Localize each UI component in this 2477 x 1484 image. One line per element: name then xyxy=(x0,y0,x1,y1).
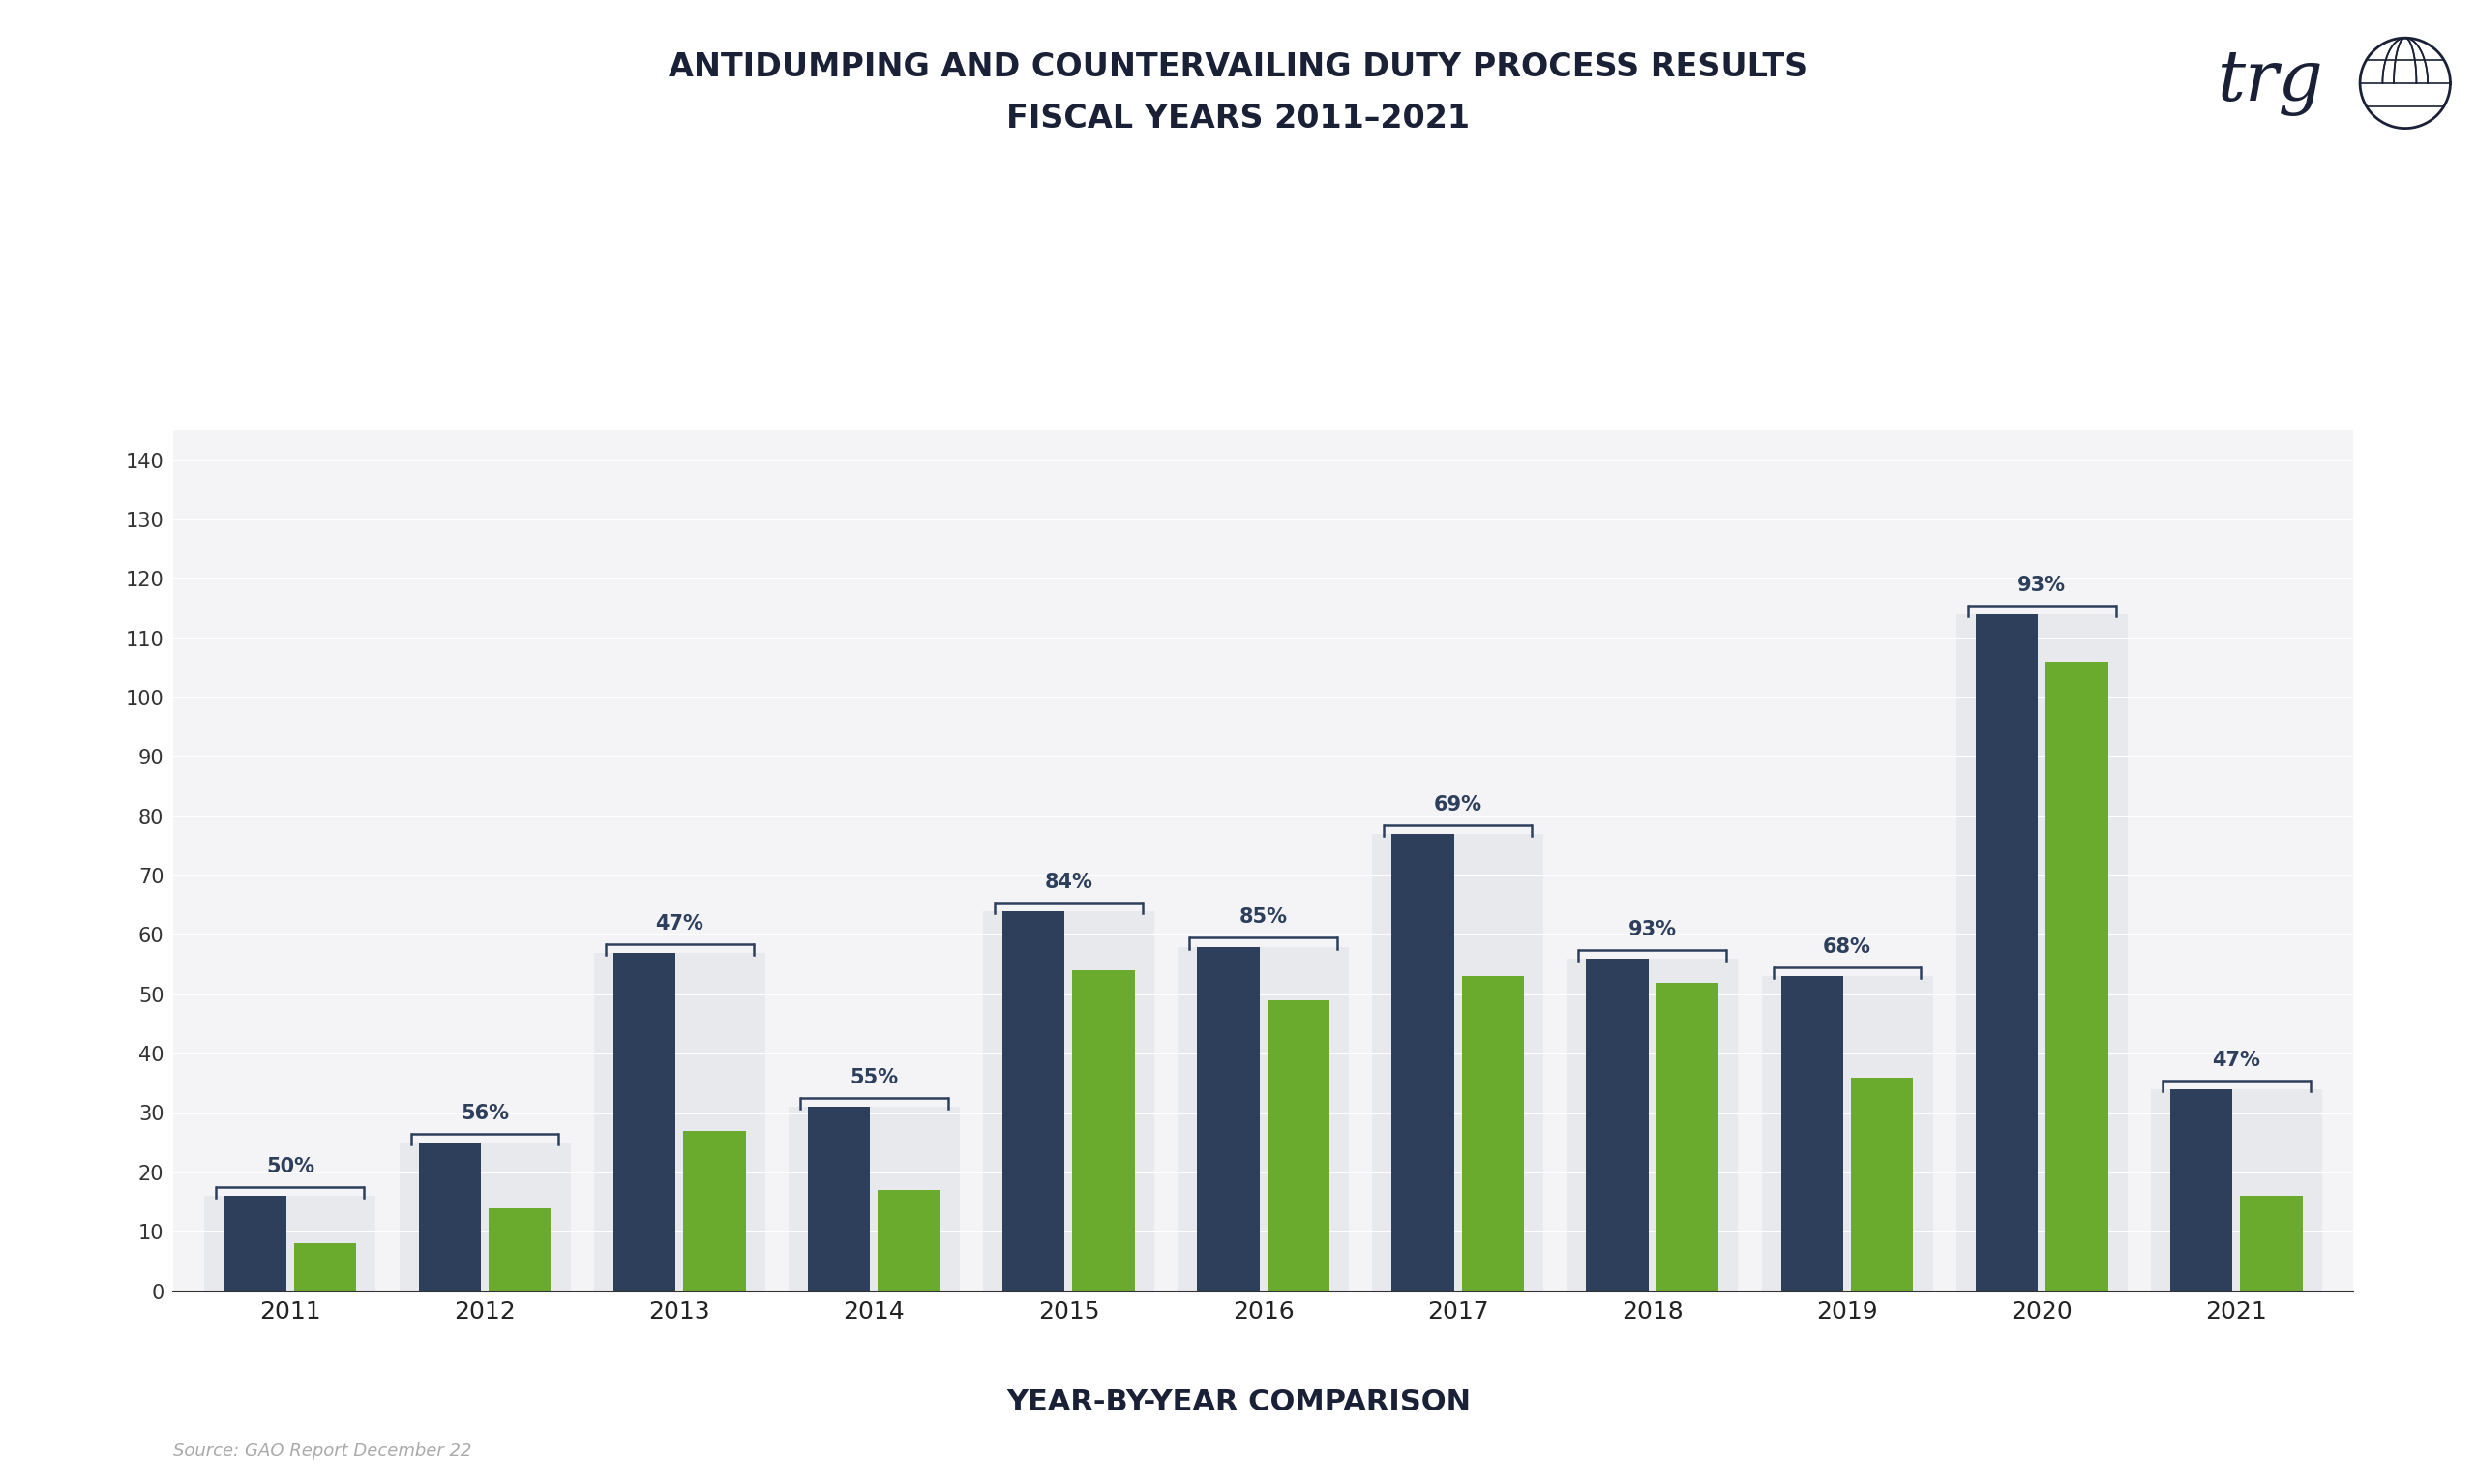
Text: 47%: 47% xyxy=(2212,1051,2262,1070)
Bar xyxy=(419,1143,481,1291)
Text: PETITIONS SUBMITTED: PETITIONS SUBMITTED xyxy=(679,180,956,199)
FancyBboxPatch shape xyxy=(399,1143,570,1291)
Text: 56: 56 xyxy=(1603,971,1632,990)
Bar xyxy=(223,1196,287,1291)
Text: 16: 16 xyxy=(2257,1208,2286,1227)
Text: AD/CV ORDERS CONFIRMED: AD/CV ORDERS CONFIRMED xyxy=(1209,180,1541,199)
Bar xyxy=(1003,911,1065,1291)
FancyBboxPatch shape xyxy=(2150,1089,2321,1291)
FancyBboxPatch shape xyxy=(1761,976,1932,1291)
Bar xyxy=(1850,1077,1912,1291)
FancyBboxPatch shape xyxy=(206,1196,377,1291)
Text: 85%: 85% xyxy=(1238,908,1288,928)
Text: trg: trg xyxy=(2217,47,2323,116)
Text: 56%: 56% xyxy=(461,1104,508,1123)
Bar xyxy=(614,953,676,1291)
Text: 8: 8 xyxy=(317,1252,332,1272)
Bar xyxy=(488,1208,550,1291)
Text: 14: 14 xyxy=(505,1217,535,1236)
Text: 55%: 55% xyxy=(850,1068,899,1088)
Text: 93%: 93% xyxy=(1627,920,1677,939)
Bar xyxy=(295,1244,357,1291)
Text: 49: 49 xyxy=(1283,1012,1313,1031)
Bar xyxy=(1461,976,1523,1291)
FancyBboxPatch shape xyxy=(1177,947,1350,1291)
Text: 84%: 84% xyxy=(1045,873,1092,892)
Bar xyxy=(1977,614,2039,1291)
Bar xyxy=(1585,959,1650,1291)
Text: 17: 17 xyxy=(894,1202,924,1221)
Bar xyxy=(1392,834,1454,1291)
Bar xyxy=(1268,1000,1330,1291)
Text: Source: GAO Report December 22: Source: GAO Report December 22 xyxy=(173,1442,473,1460)
Bar xyxy=(1781,976,1843,1291)
Text: 64: 64 xyxy=(1021,923,1048,942)
Text: ANTIDUMPING AND COUNTERVAILING DUTY PROCESS RESULTS: ANTIDUMPING AND COUNTERVAILING DUTY PROC… xyxy=(669,50,1808,83)
Text: 106: 106 xyxy=(2056,674,2098,693)
Bar xyxy=(684,1131,746,1291)
Bar xyxy=(1196,947,1258,1291)
Text: 36: 36 xyxy=(1868,1089,1897,1109)
Bar xyxy=(808,1107,869,1291)
Text: 57: 57 xyxy=(629,965,659,984)
Text: 68%: 68% xyxy=(1823,938,1870,957)
FancyBboxPatch shape xyxy=(1372,834,1543,1291)
Text: 114: 114 xyxy=(1987,626,2029,646)
Bar xyxy=(2239,1196,2304,1291)
Text: 58: 58 xyxy=(1214,959,1243,978)
Text: 47%: 47% xyxy=(656,914,703,933)
Text: 53: 53 xyxy=(1798,988,1826,1008)
Text: 50%: 50% xyxy=(265,1158,315,1177)
Text: FISCAL YEARS 2011–2021: FISCAL YEARS 2011–2021 xyxy=(1006,102,1471,135)
Text: 54: 54 xyxy=(1090,982,1117,1002)
Text: 16: 16 xyxy=(240,1208,270,1227)
Bar xyxy=(2046,662,2108,1291)
Bar xyxy=(1657,982,1719,1291)
FancyBboxPatch shape xyxy=(1568,959,1739,1291)
Bar xyxy=(877,1190,941,1291)
FancyBboxPatch shape xyxy=(594,953,765,1291)
Text: 53: 53 xyxy=(1479,988,1506,1008)
Text: 25: 25 xyxy=(436,1155,463,1174)
Text: 77: 77 xyxy=(1409,846,1437,865)
FancyBboxPatch shape xyxy=(788,1107,959,1291)
Text: YEAR-BY-YEAR COMPARISON: YEAR-BY-YEAR COMPARISON xyxy=(1006,1389,1471,1416)
Text: 31: 31 xyxy=(825,1119,852,1138)
Text: 34: 34 xyxy=(2187,1101,2214,1120)
FancyBboxPatch shape xyxy=(1957,614,2128,1291)
Text: 52: 52 xyxy=(1674,994,1702,1014)
Bar xyxy=(2170,1089,2232,1291)
Text: 69%: 69% xyxy=(1434,795,1481,815)
Bar xyxy=(1073,971,1134,1291)
Text: 93%: 93% xyxy=(2019,576,2066,595)
Text: 27: 27 xyxy=(701,1143,728,1162)
FancyBboxPatch shape xyxy=(983,911,1154,1291)
